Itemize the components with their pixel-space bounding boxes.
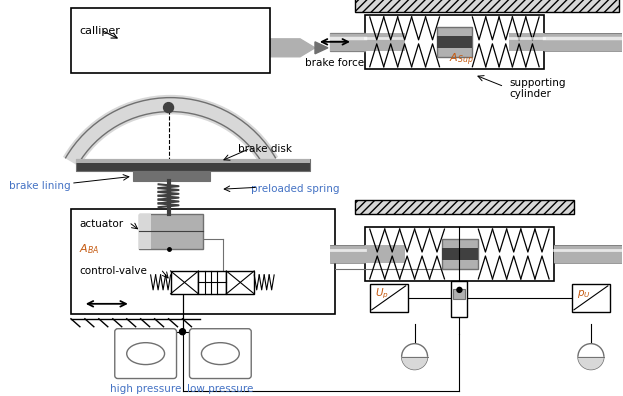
Bar: [452, 281, 467, 317]
Wedge shape: [578, 357, 604, 369]
Text: $p_U$: $p_U$: [577, 288, 591, 300]
Bar: [365, 227, 554, 281]
Text: $U_p$: $U_p$: [375, 287, 389, 301]
Bar: [330, 245, 365, 263]
FancyBboxPatch shape: [115, 329, 176, 379]
Text: control-valve: control-valve: [79, 266, 147, 276]
Bar: [171, 271, 199, 294]
Bar: [572, 284, 610, 312]
Polygon shape: [330, 33, 365, 51]
Polygon shape: [315, 42, 328, 54]
Bar: [365, 15, 544, 69]
Bar: [139, 214, 151, 249]
Bar: [365, 33, 405, 51]
Text: supporting
cylinder: supporting cylinder: [509, 78, 566, 99]
Bar: [199, 271, 226, 294]
Text: $A_{BA}$: $A_{BA}$: [79, 242, 99, 256]
Bar: [370, 284, 407, 312]
Text: brake force: brake force: [305, 58, 364, 68]
Text: calliper: calliper: [79, 26, 120, 36]
Text: brake lining: brake lining: [9, 181, 71, 191]
Wedge shape: [402, 357, 427, 369]
Bar: [442, 248, 478, 260]
Text: actuator: actuator: [79, 219, 123, 229]
Circle shape: [402, 344, 427, 369]
Bar: [454, 289, 465, 299]
Bar: [509, 33, 544, 51]
Bar: [437, 27, 472, 57]
Bar: [355, 200, 574, 214]
Bar: [554, 245, 622, 263]
Bar: [226, 271, 254, 294]
Bar: [76, 159, 310, 164]
Polygon shape: [270, 39, 315, 57]
Circle shape: [180, 329, 185, 334]
Text: high pressure: high pressure: [110, 383, 181, 394]
Text: preloaded spring: preloaded spring: [252, 184, 340, 194]
Text: $A_{Sup}$: $A_{Sup}$: [449, 51, 474, 68]
Bar: [355, 0, 619, 12]
Bar: [139, 214, 204, 249]
Bar: [437, 36, 472, 48]
Bar: [544, 33, 622, 51]
Bar: [365, 245, 405, 263]
Bar: [71, 8, 270, 73]
Circle shape: [578, 344, 604, 369]
FancyBboxPatch shape: [189, 329, 251, 379]
Circle shape: [179, 329, 186, 335]
Circle shape: [457, 287, 462, 292]
Bar: [76, 159, 310, 171]
Bar: [330, 33, 365, 51]
Bar: [133, 171, 211, 181]
Text: low pressure: low pressure: [187, 383, 254, 394]
Text: brake disk: brake disk: [238, 145, 292, 154]
Bar: [71, 209, 335, 314]
Circle shape: [164, 103, 174, 112]
Bar: [442, 239, 478, 269]
